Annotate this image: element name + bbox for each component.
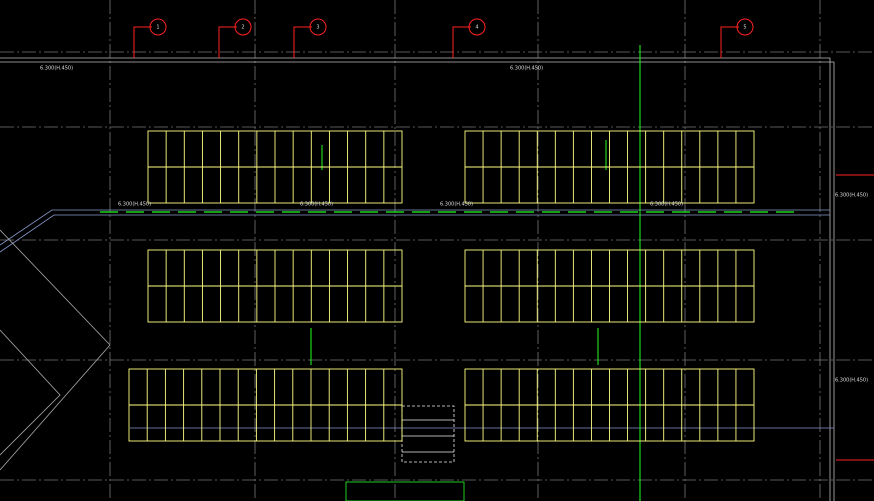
outline xyxy=(0,57,835,501)
parking-block xyxy=(128,368,403,442)
parking-block xyxy=(147,130,403,204)
parking-block xyxy=(464,130,755,204)
marker-label: 4 xyxy=(475,25,478,31)
ramp-line xyxy=(0,229,111,471)
outline-line xyxy=(0,61,835,501)
marker-label: 5 xyxy=(743,25,746,31)
road-edge xyxy=(0,214,830,253)
elevation-label: 6.300(H.450) xyxy=(40,66,73,72)
marker-circle xyxy=(234,18,252,36)
risers xyxy=(310,140,607,365)
axis-marker: 5 xyxy=(720,18,754,58)
stair xyxy=(345,405,465,501)
marker-circle xyxy=(309,18,327,36)
elevation-label: 6.300(H.450) xyxy=(300,202,333,208)
marker-label: 3 xyxy=(316,25,319,31)
red-lines xyxy=(836,174,874,461)
marker-leader xyxy=(720,26,739,58)
elevation-label: 6.300(H.450) xyxy=(440,202,473,208)
axis-marker: 1 xyxy=(133,18,167,58)
axis-marker: 3 xyxy=(293,18,327,58)
marker-leader xyxy=(218,26,237,58)
marker-leader xyxy=(293,26,312,58)
elevation-label: 6.300(H.450) xyxy=(835,193,868,199)
outline-line xyxy=(0,57,831,501)
axis-marker: 4 xyxy=(452,18,486,58)
ramp xyxy=(0,229,111,471)
marker-leader xyxy=(133,26,152,58)
marker-circle xyxy=(149,18,167,36)
stair-base xyxy=(345,481,465,501)
marker-leader xyxy=(452,26,471,58)
parking-block xyxy=(464,368,755,442)
elevation-label: 6.300(H.450) xyxy=(510,66,543,72)
road-edge xyxy=(0,209,830,246)
marker-label: 2 xyxy=(241,25,244,31)
marker-circle xyxy=(736,18,754,36)
elevation-label: 6.300(H.450) xyxy=(835,378,868,384)
elevation-label: 6.300(H.450) xyxy=(650,202,683,208)
road xyxy=(0,209,834,429)
parking-block xyxy=(464,249,755,323)
ramp-line xyxy=(0,329,61,456)
elevation-label: 6.300(H.450) xyxy=(118,202,151,208)
axis-marker: 2 xyxy=(218,18,252,58)
marker-circle xyxy=(468,18,486,36)
parking-block xyxy=(147,249,403,323)
marker-label: 1 xyxy=(156,25,159,31)
